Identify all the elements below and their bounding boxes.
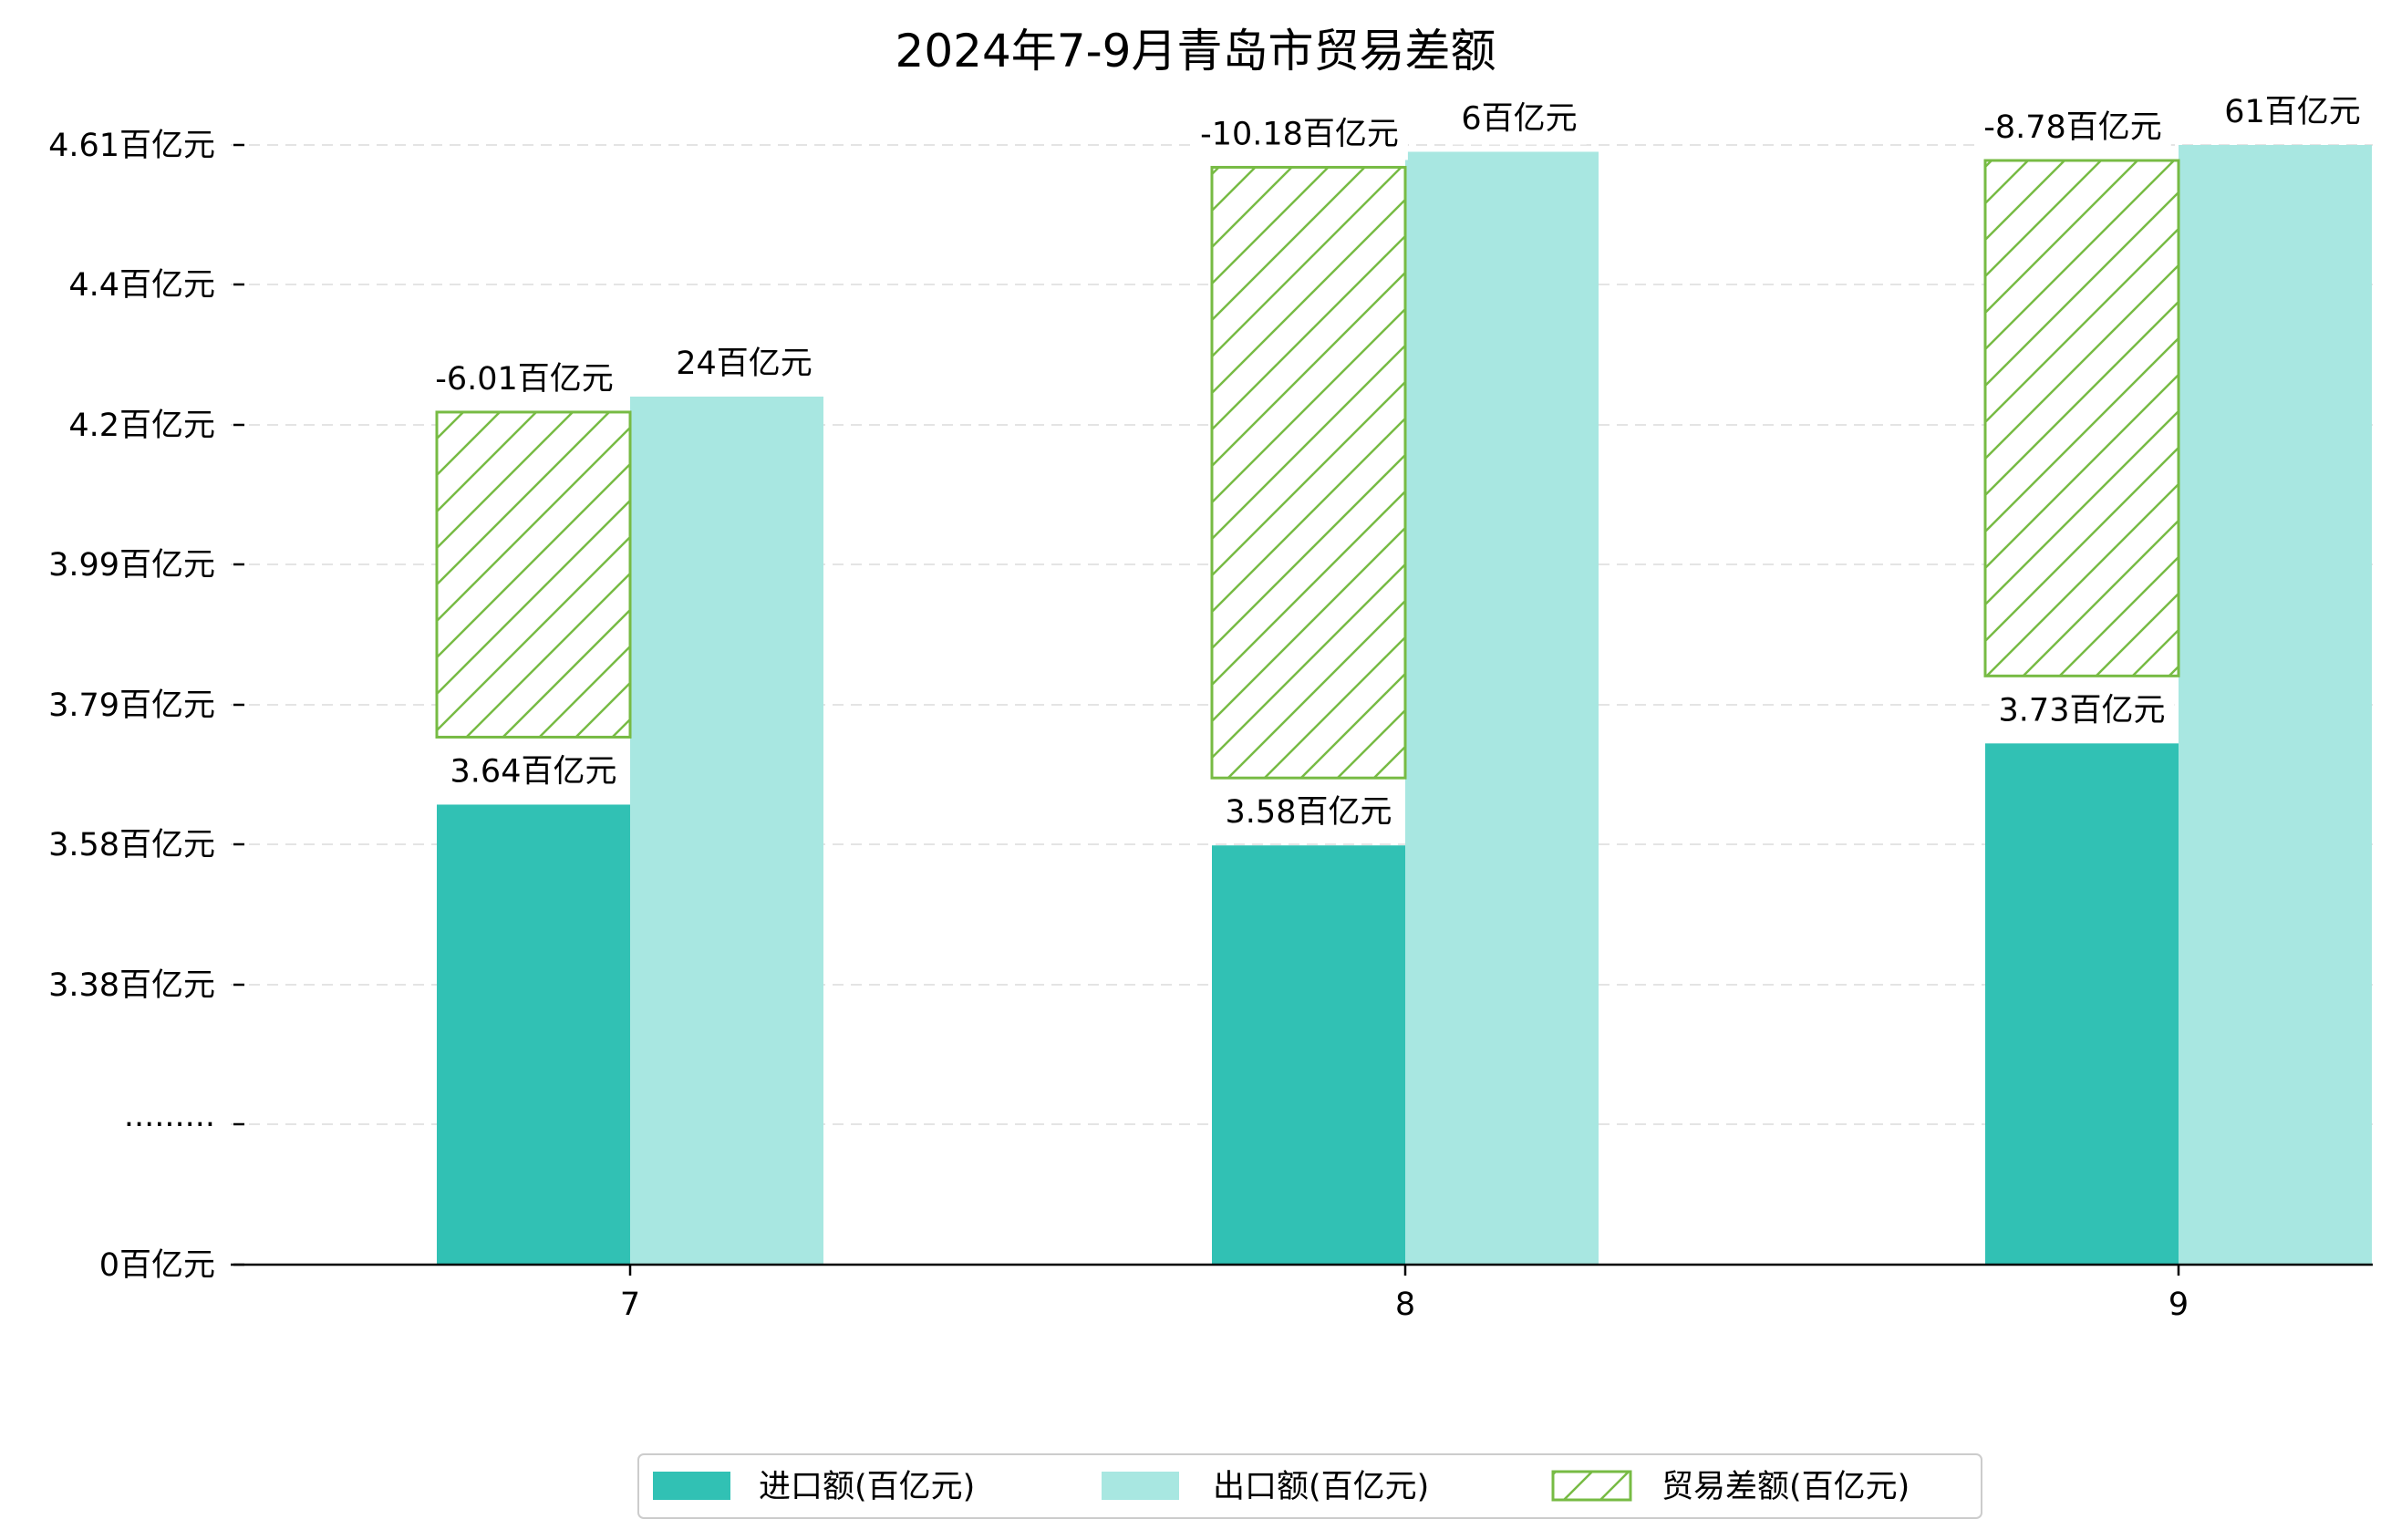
y-tick-label: 4.2百亿元 [68, 408, 215, 444]
label-export-background [2215, 87, 2370, 138]
label-export: 6百亿元 [1461, 100, 1577, 137]
legend-frame [637, 1453, 1982, 1519]
legend-swatch-balance [1551, 1470, 1632, 1502]
bar-trade-balance [435, 410, 632, 739]
label-trade-balance: -10.18百亿元 [1200, 116, 1399, 152]
bar-trade-balance [1983, 159, 2180, 677]
y-tick-label: 0百亿元 [99, 1247, 215, 1284]
label-import: 3.58百亿元 [1226, 794, 1392, 831]
label-import: 3.64百亿元 [450, 753, 617, 790]
chart-title: 2024年7-9月青岛市贸易差额 [895, 25, 1496, 78]
legend-swatch-export [1102, 1472, 1179, 1500]
y-tick-label: ········· [124, 1107, 215, 1143]
label-import-background [1989, 685, 2175, 737]
label-export: 24百亿元 [676, 346, 813, 382]
y-tick-label: 4.61百亿元 [48, 128, 215, 164]
label-import-background [440, 746, 626, 798]
y-tick-label: 3.99百亿元 [48, 547, 215, 584]
legend-swatch-import [653, 1472, 730, 1500]
legend-label-import: 进口额(百亿元) [759, 1469, 975, 1505]
label-trade-balance-background [426, 353, 623, 405]
data-labels: 3.64百亿元 -6.01百亿元 24百亿元 3.58百亿元 -10.18百亿元 6百亿元… [426, 87, 2370, 839]
label-trade-balance-background [1974, 102, 2171, 153]
bar-trade-balance [1210, 165, 1407, 780]
bar-export [2179, 145, 2372, 1265]
y-tick-label: 4.4百亿元 [68, 267, 215, 304]
x-axis-ticks: 7 8 9 [620, 1265, 2189, 1323]
label-trade-balance: -6.01百亿元 [435, 361, 614, 398]
bars [435, 145, 2372, 1265]
label-trade-balance: -8.78百亿元 [1983, 109, 2162, 146]
bar-export [1405, 151, 1599, 1265]
bar-import [437, 804, 630, 1265]
y-axis-ticks: 0百亿元 ········· 3.38百亿元 3.58百亿元 3.79百亿元 3.99百亿… [48, 128, 244, 1284]
y-tick-label: 3.38百亿元 [48, 967, 215, 1004]
label-export-background [667, 337, 822, 389]
y-tick-label: 3.58百亿元 [48, 827, 215, 863]
label-import: 3.73百亿元 [1999, 692, 2166, 729]
label-export-background [1452, 93, 1587, 145]
bar-export [630, 396, 823, 1265]
x-tick-label: 7 [620, 1287, 640, 1323]
y-tick-label: 3.79百亿元 [48, 687, 215, 724]
legend-label-balance: 贸易差额(百亿元) [1661, 1469, 1910, 1505]
bar-import [1985, 743, 2179, 1265]
x-tick-label: 9 [2168, 1287, 2189, 1323]
legend: 进口额(百亿元) 出口额(百亿元) 贸易差额(百亿元) [637, 1453, 1982, 1519]
label-export: 61百亿元 [2224, 94, 2361, 130]
label-trade-balance-background [1191, 109, 1408, 160]
x-tick-label: 8 [1395, 1287, 1415, 1323]
legend-label-export: 出口额(百亿元) [1213, 1469, 1429, 1505]
bar-import [1212, 845, 1405, 1265]
label-import-background [1216, 787, 1402, 839]
